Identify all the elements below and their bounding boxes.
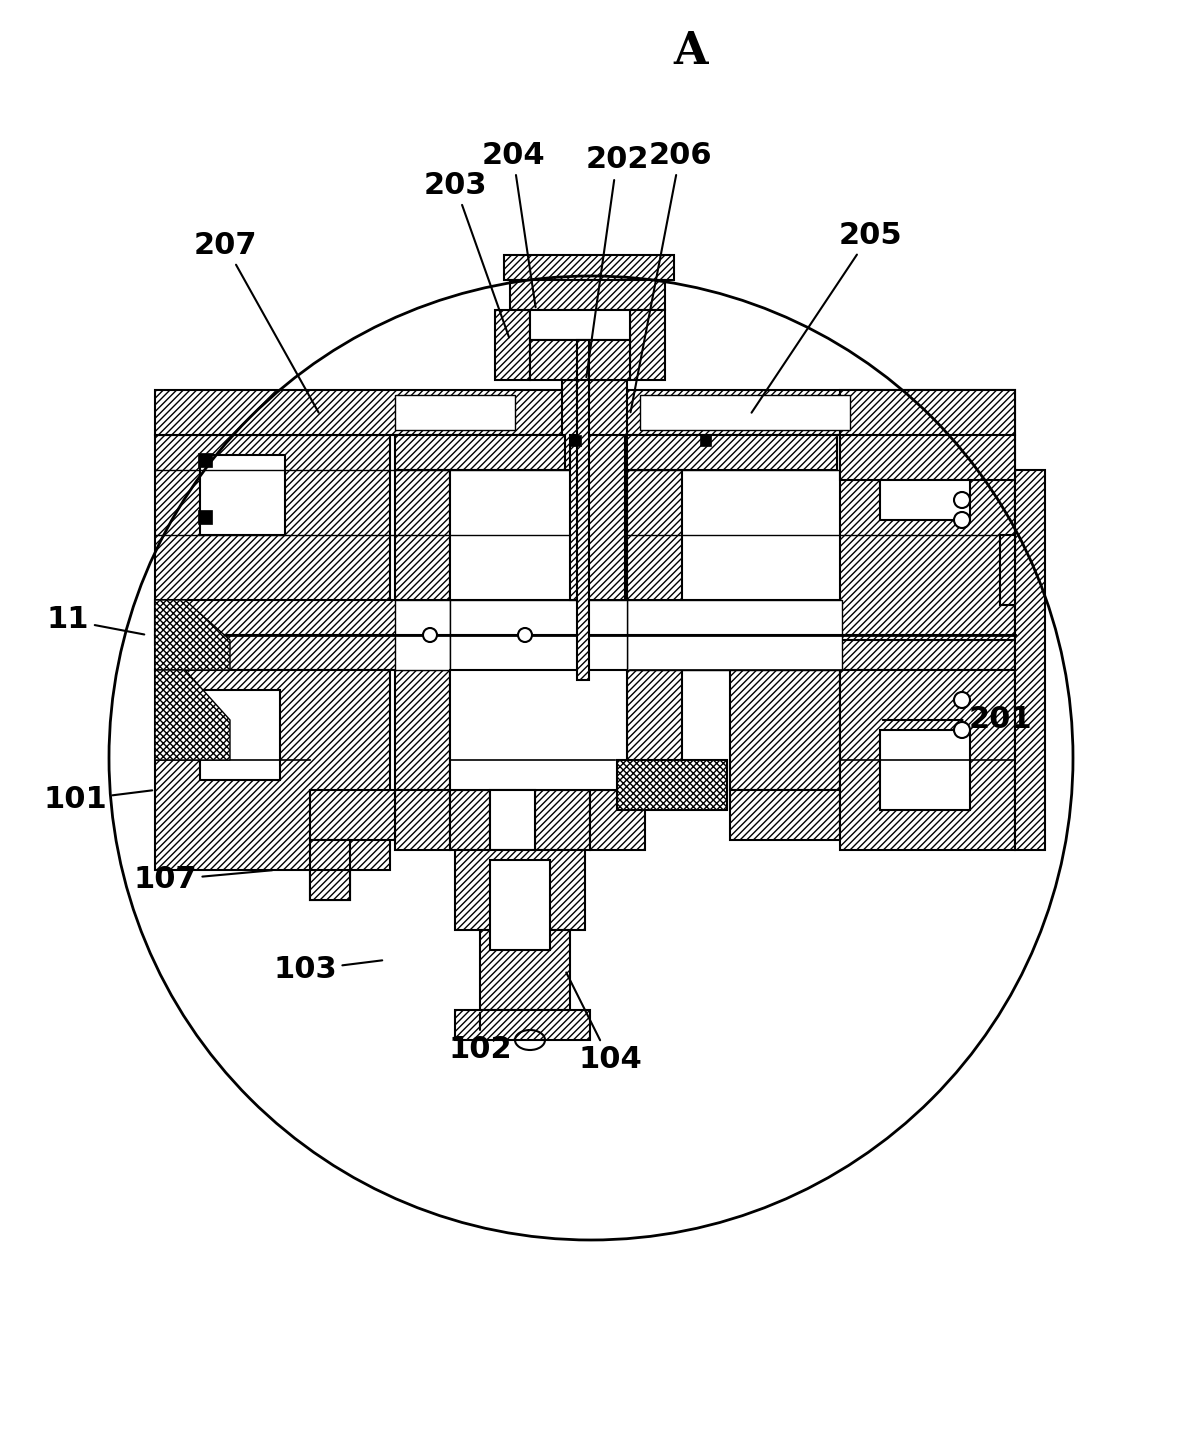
Text: 201: 201	[882, 706, 1032, 735]
Bar	[155, 600, 1015, 669]
Bar	[200, 690, 280, 780]
Bar	[395, 790, 450, 849]
Circle shape	[518, 629, 532, 642]
Text: A: A	[674, 30, 708, 74]
Bar	[530, 340, 630, 380]
Bar	[450, 470, 627, 600]
Polygon shape	[155, 600, 230, 669]
Text: 206: 206	[630, 141, 712, 412]
Bar	[627, 600, 842, 669]
Circle shape	[423, 629, 437, 642]
Bar	[840, 669, 1015, 849]
Circle shape	[954, 513, 969, 529]
Bar	[840, 391, 1015, 640]
Bar	[200, 454, 285, 534]
Bar	[198, 510, 212, 524]
Bar	[590, 790, 646, 849]
Text: 103: 103	[273, 955, 382, 984]
Bar	[395, 669, 450, 790]
Bar	[495, 309, 530, 380]
Polygon shape	[155, 669, 230, 759]
Text: 11: 11	[47, 605, 144, 635]
Text: 107: 107	[133, 865, 272, 894]
Text: 203: 203	[423, 170, 509, 337]
Bar	[479, 929, 570, 1011]
Text: 101: 101	[44, 786, 152, 815]
Bar	[570, 436, 581, 446]
Bar	[490, 790, 535, 849]
Bar	[198, 453, 212, 468]
Text: 205: 205	[752, 221, 902, 412]
Bar	[510, 280, 666, 309]
Bar	[577, 380, 589, 680]
Text: 104: 104	[567, 973, 642, 1074]
Bar	[880, 481, 969, 520]
Bar	[730, 790, 840, 841]
Circle shape	[954, 722, 969, 738]
Bar	[700, 436, 712, 446]
Circle shape	[954, 693, 969, 709]
Bar	[310, 790, 395, 841]
Bar	[640, 395, 851, 430]
Bar	[1000, 534, 1015, 605]
Bar	[395, 470, 450, 600]
Bar	[562, 380, 627, 600]
Bar	[455, 1011, 590, 1040]
Bar	[490, 860, 550, 950]
Text: 207: 207	[193, 231, 318, 412]
Polygon shape	[310, 870, 350, 900]
Bar	[730, 669, 840, 790]
Bar	[395, 600, 450, 669]
Bar	[310, 841, 350, 900]
Bar	[395, 395, 515, 430]
Text: 202: 202	[585, 145, 649, 378]
Bar	[450, 790, 490, 849]
Bar	[617, 759, 727, 810]
Bar	[630, 309, 666, 380]
Text: 102: 102	[448, 1013, 511, 1064]
Bar	[504, 256, 674, 280]
Bar	[627, 669, 682, 790]
Text: 204: 204	[481, 141, 544, 308]
Bar	[1015, 470, 1045, 849]
Bar	[570, 436, 626, 600]
Bar	[155, 436, 390, 645]
Circle shape	[954, 492, 969, 508]
Bar	[627, 436, 838, 470]
Bar	[450, 669, 627, 790]
Bar	[455, 849, 585, 929]
Bar	[155, 391, 1015, 436]
Bar	[530, 309, 630, 340]
Bar	[577, 340, 589, 395]
Bar	[450, 600, 627, 669]
Bar	[535, 790, 590, 849]
Bar	[155, 669, 390, 870]
Bar	[395, 436, 565, 470]
Bar	[880, 730, 969, 810]
Bar	[840, 436, 1015, 481]
Bar	[627, 470, 682, 600]
